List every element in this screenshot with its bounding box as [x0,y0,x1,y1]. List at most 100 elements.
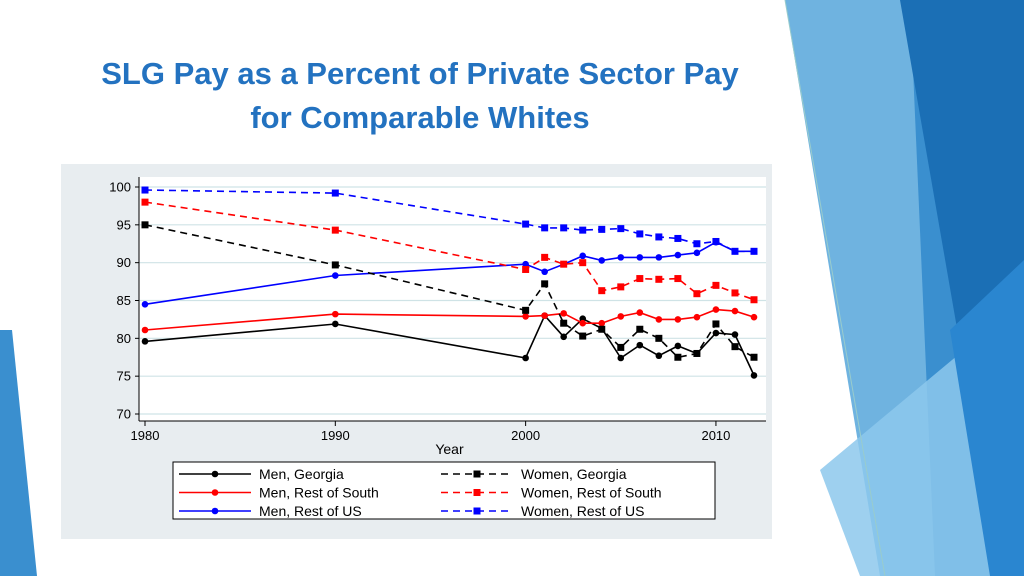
series-group [141,186,758,379]
data-point [541,224,549,232]
legend-item: Men, Rest of US [179,503,362,519]
data-point [522,220,530,228]
title-line-2: for Comparable Whites [250,100,590,135]
data-point [750,372,758,379]
data-point [617,343,625,351]
data-point [141,198,149,206]
data-point [712,320,720,328]
data-point [617,354,625,362]
data-point [598,257,606,264]
legend-label: Women, Rest of US [521,503,644,519]
y-tick-label: 70 [117,407,131,422]
data-point [655,334,663,342]
legend: Men, Georgia Men, Rest of South Men, Rest … [172,461,716,520]
x-tick-label: 1980 [131,428,160,443]
data-point [541,268,548,276]
data-point [522,354,529,362]
data-point [541,280,549,288]
x-tick-label: 2010 [701,428,730,443]
data-point [579,226,587,234]
data-point [579,332,587,340]
data-point [636,254,644,261]
data-point [141,326,149,334]
data-point [579,252,587,260]
legend-label: Women, Rest of South [521,485,662,501]
data-point [636,275,644,283]
data-point [560,319,568,327]
data-point [560,333,567,341]
data-point [332,320,339,328]
data-point [560,224,568,232]
data-point [141,338,149,345]
data-point [560,310,567,317]
legend-item: Women, Rest of US [441,503,644,519]
data-point [598,325,606,333]
legend-marker [211,470,219,478]
data-point [731,331,739,338]
data-point [617,283,625,291]
legend-marker [211,507,219,515]
legend-label: Women, Georgia [521,466,627,482]
legend-label: Men, Georgia [259,466,344,482]
x-tick-label: 2000 [511,428,540,443]
data-point [693,313,701,321]
data-point [332,310,339,318]
y-tick-label: 75 [117,369,131,384]
page-title: SLG Pay as a Percent of Private Sector P… [30,52,810,140]
data-point [712,237,720,245]
data-point [636,325,644,333]
data-point [541,253,549,261]
data-point [522,260,529,268]
x-axis-label: Year [435,441,464,457]
data-point [712,329,720,337]
data-point [674,353,682,361]
data-point [541,312,548,319]
data-point [693,349,701,357]
legend-marker [473,470,481,478]
title-line-1: SLG Pay as a Percent of Private Sector P… [101,56,739,91]
data-point [731,307,739,315]
data-point [579,315,587,322]
series-women-rest-of-us [141,186,758,255]
legend-item: Women, Georgia [441,466,627,482]
data-point [712,281,720,289]
data-point [655,352,663,360]
data-point [522,265,530,273]
legend-item: Men, Georgia [179,466,344,482]
data-point [636,341,644,349]
legend-box [172,461,716,520]
series-women-rest-of-south [141,198,758,304]
y-tick-label: 100 [109,180,131,195]
data-point [560,260,568,268]
data-point [731,289,739,297]
y-tick-label: 95 [117,217,131,232]
data-point [617,254,625,261]
data-point [522,313,529,320]
data-point [617,225,625,233]
plot-area [139,177,766,421]
data-point [731,247,739,255]
data-point [331,261,339,269]
data-point [750,313,758,321]
data-point [598,287,606,295]
legend-label: Men, Rest of South [259,485,379,501]
legend-marker [473,507,481,515]
series-women-georgia [141,221,758,361]
legend-item: Men, Rest of South [179,485,379,501]
y-tick-label: 85 [117,293,131,308]
data-point [522,306,530,314]
data-point [693,249,701,257]
data-point [731,343,739,351]
data-point [579,259,587,267]
data-point [750,247,758,255]
data-point [674,275,682,283]
data-point [674,316,682,323]
series-line [144,224,755,359]
data-point [655,316,663,323]
data-point [331,226,339,234]
data-point [331,189,339,197]
deco-band-accent [950,260,1024,576]
data-point [579,319,587,327]
y-tick-label: 90 [117,255,131,270]
